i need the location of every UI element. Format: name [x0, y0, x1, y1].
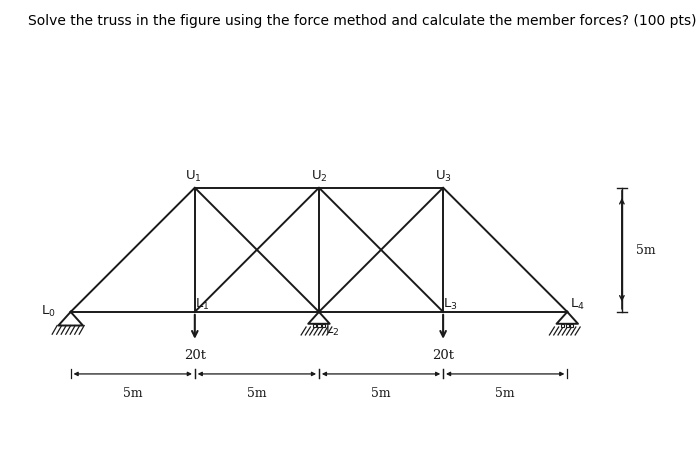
- Text: 5m: 5m: [123, 387, 143, 399]
- Text: Solve the truss in the figure using the force method and calculate the member fo: Solve the truss in the figure using the …: [28, 14, 696, 28]
- Bar: [313, 324, 316, 327]
- Text: L$_1$: L$_1$: [195, 296, 209, 311]
- Bar: [570, 324, 573, 327]
- Text: 5m: 5m: [496, 387, 515, 399]
- Text: 5m: 5m: [636, 244, 655, 257]
- Text: L$_3$: L$_3$: [443, 296, 458, 311]
- Text: 20t: 20t: [184, 348, 206, 361]
- Text: L$_4$: L$_4$: [570, 296, 584, 311]
- Text: 20t: 20t: [432, 348, 454, 361]
- Bar: [561, 324, 564, 327]
- Text: U$_2$: U$_2$: [311, 169, 328, 183]
- Text: 5m: 5m: [371, 387, 391, 399]
- Bar: [317, 324, 321, 327]
- Bar: [566, 324, 569, 327]
- Text: L$_2$: L$_2$: [326, 322, 340, 337]
- Text: 5m: 5m: [247, 387, 267, 399]
- Text: U$_1$: U$_1$: [186, 169, 202, 183]
- Bar: [322, 324, 325, 327]
- Text: U$_3$: U$_3$: [435, 169, 452, 183]
- Text: L$_0$: L$_0$: [41, 303, 56, 318]
